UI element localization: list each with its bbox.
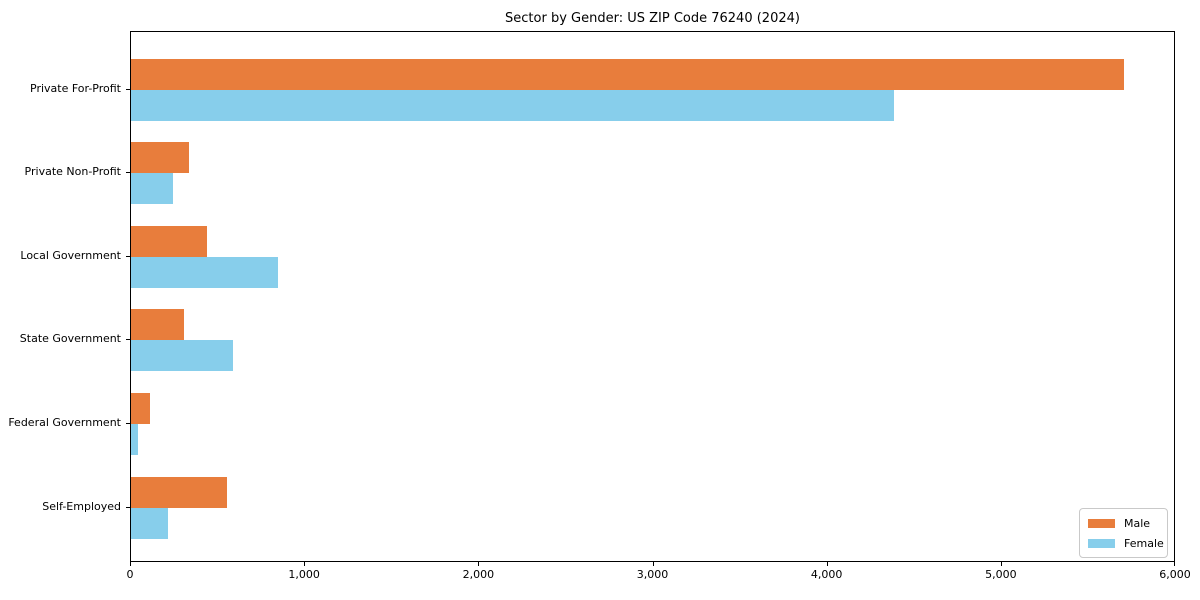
y-axis-label: Self-Employed: [42, 499, 121, 513]
legend-swatch-female-icon: [1088, 538, 1115, 548]
legend-item-male: Male: [1088, 517, 1159, 529]
x-tick-label: 1,000: [288, 568, 320, 581]
x-tick-label: 0: [126, 568, 134, 581]
y-tick-mark: [126, 88, 130, 90]
x-tick-label: 3,000: [636, 568, 669, 581]
y-axis-label: State Government: [19, 332, 121, 346]
y-tick-mark: [126, 422, 130, 424]
bar-female: [131, 173, 173, 205]
bar-male: [131, 58, 1124, 90]
y-axis-label: Private For-Profit: [30, 81, 121, 95]
x-tick-label: 5,000: [985, 568, 1017, 581]
x-tick-mark: [652, 562, 654, 566]
legend-label-male: Male: [1124, 516, 1151, 530]
chart-title: Sector by Gender: US ZIP Code 76240 (202…: [505, 11, 800, 26]
y-axis-label: Local Government: [20, 248, 121, 262]
bar-male: [131, 392, 151, 424]
legend: Male Female: [1079, 508, 1168, 558]
y-tick-mark: [126, 339, 130, 341]
x-tick-mark: [304, 562, 306, 566]
bar-male: [131, 225, 207, 257]
legend-swatch-male-icon: [1088, 518, 1115, 528]
x-tick-label: 6,000: [1159, 568, 1191, 581]
y-axis-label: Federal Government: [8, 415, 121, 429]
x-tick-mark: [478, 562, 480, 566]
bar-male: [131, 309, 185, 341]
y-tick-mark: [126, 506, 130, 508]
bar-female: [131, 256, 278, 288]
x-tick-mark: [1174, 562, 1175, 566]
bar-female: [131, 340, 233, 372]
bar-female: [131, 507, 168, 539]
bar-male: [131, 142, 190, 174]
bar-female: [131, 423, 138, 455]
legend-label-female: Female: [1124, 536, 1164, 550]
x-tick-mark: [1000, 562, 1002, 566]
x-tick-label: 2,000: [462, 568, 495, 581]
legend-item-female: Female: [1088, 537, 1164, 549]
bar-female: [131, 89, 895, 121]
plot-area: [130, 31, 1175, 562]
y-axis-label: Private Non-Profit: [24, 165, 121, 179]
bar-male: [131, 476, 227, 508]
y-tick-mark: [126, 255, 130, 257]
x-tick-mark: [130, 562, 131, 566]
x-tick-label: 4,000: [810, 568, 843, 581]
x-tick-mark: [826, 562, 828, 566]
y-tick-mark: [126, 172, 130, 174]
